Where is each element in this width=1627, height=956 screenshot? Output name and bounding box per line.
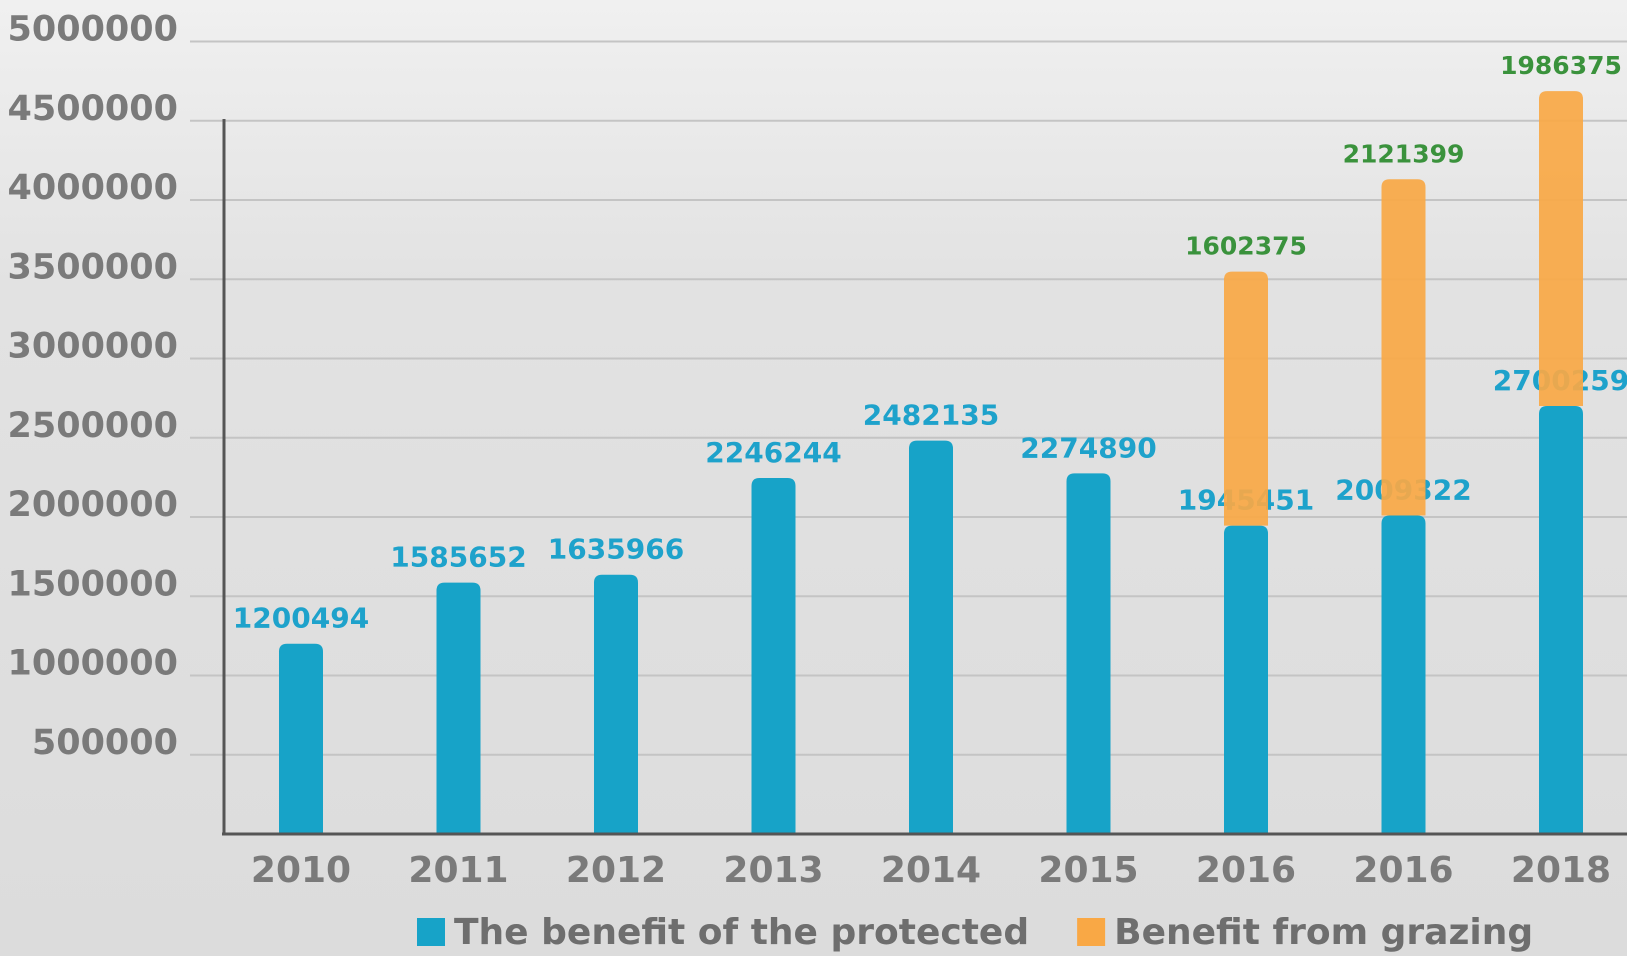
value-label: 2246244 <box>705 436 841 469</box>
value-label: 2274890 <box>1020 431 1156 464</box>
legend-label: Benefit from grazing <box>1114 912 1533 953</box>
y-tick-label: 4500000 <box>8 89 178 129</box>
x-tick-label: 2018 <box>1511 850 1611 891</box>
value-label: 2482135 <box>863 399 999 432</box>
value-label: 1986375 <box>1500 51 1622 80</box>
bar-segment <box>437 583 481 834</box>
bar-segment <box>1382 179 1426 515</box>
x-tick-label: 2012 <box>566 850 666 891</box>
x-tick-label: 2011 <box>408 850 508 891</box>
x-tick-label: 2016 <box>1196 850 1296 891</box>
bar-segment <box>1539 406 1583 834</box>
bar-segment <box>909 441 953 834</box>
bar-segment <box>1382 516 1426 834</box>
y-tick-label: 500000 <box>32 723 178 763</box>
legend-label: The benefit of the protected <box>454 912 1029 953</box>
legend: The benefit of the protected Benefit from… <box>417 912 1533 953</box>
bar-segment <box>1224 526 1268 834</box>
bar-segment <box>1067 473 1111 834</box>
y-tick-label: 3500000 <box>8 247 178 287</box>
legend-swatch <box>1077 918 1105 946</box>
value-label: 1602375 <box>1185 232 1307 261</box>
x-tick-label: 2016 <box>1353 850 1453 891</box>
y-tick-label: 1000000 <box>8 644 178 684</box>
y-tick-label: 5000000 <box>8 10 178 50</box>
value-label: 1200494 <box>233 602 369 635</box>
bar-segment <box>594 575 638 834</box>
chart: 500000 1000000 1500000 2000000 2500000 300000… <box>0 0 1627 956</box>
y-tick-label: 2500000 <box>8 406 178 446</box>
value-label: 1585652 <box>390 541 526 574</box>
y-tick-label: 1500000 <box>8 564 178 604</box>
y-tick-label: 2000000 <box>8 485 178 525</box>
x-tick-label: 2014 <box>881 850 981 891</box>
x-tick-label: 2013 <box>723 850 823 891</box>
bar-segment <box>1539 91 1583 406</box>
x-tick-label: 2010 <box>251 850 351 891</box>
legend-swatch <box>417 918 445 946</box>
y-tick-label: 3000000 <box>8 327 178 367</box>
bar-segment <box>1224 272 1268 526</box>
value-label: 2121399 <box>1343 139 1465 168</box>
y-tick-label: 4000000 <box>8 168 178 208</box>
x-tick-label: 2015 <box>1038 850 1138 891</box>
bar-segment <box>752 478 796 834</box>
value-label: 1635966 <box>548 533 684 566</box>
bar-segment <box>279 644 323 834</box>
